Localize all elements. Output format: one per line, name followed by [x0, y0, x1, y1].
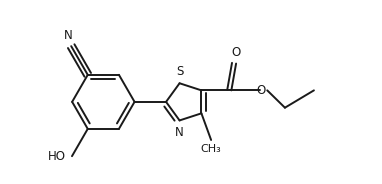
Text: S: S: [176, 65, 183, 78]
Text: N: N: [175, 126, 184, 139]
Text: N: N: [64, 29, 73, 42]
Text: O: O: [257, 84, 266, 97]
Text: HO: HO: [48, 150, 66, 163]
Text: CH₃: CH₃: [201, 144, 222, 154]
Text: O: O: [231, 46, 241, 59]
